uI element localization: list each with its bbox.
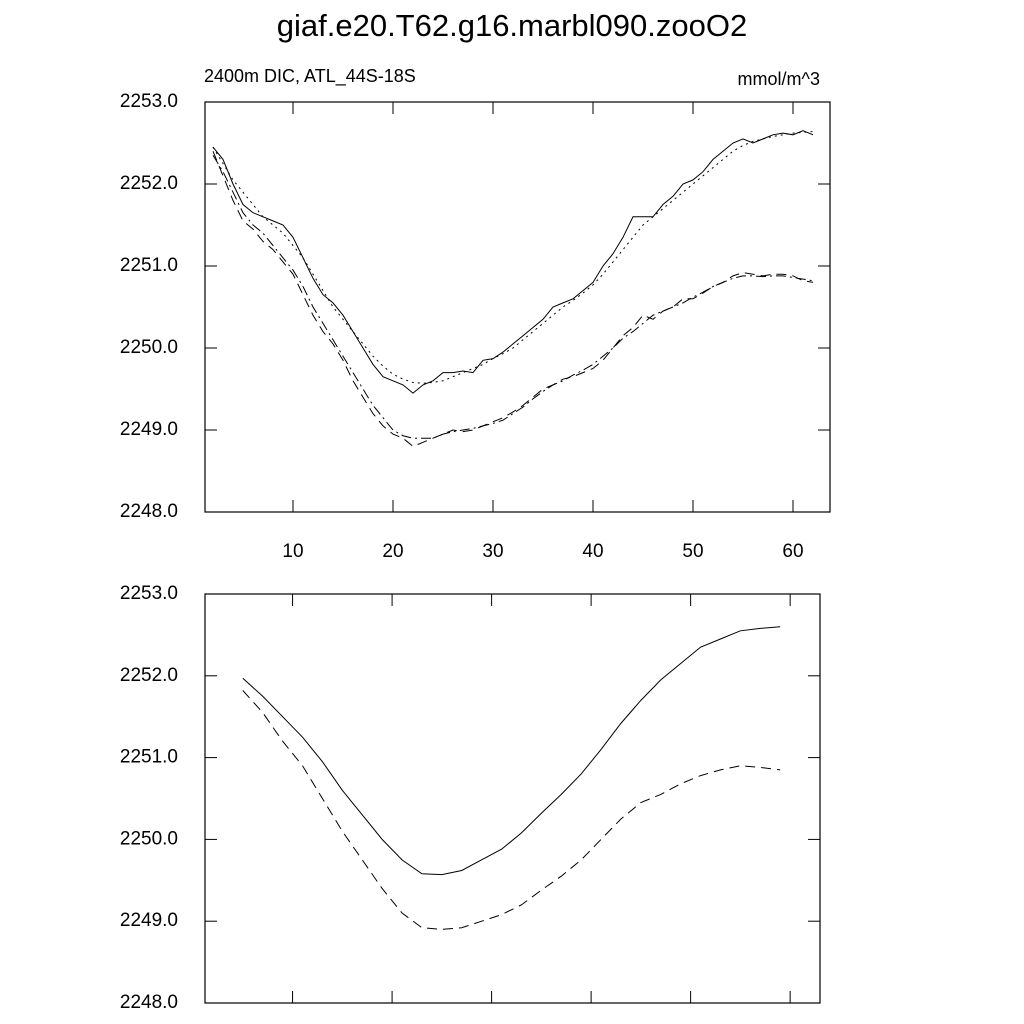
x-tick-label: 50 <box>682 541 703 562</box>
data-line <box>212 151 814 447</box>
data-line <box>212 131 814 384</box>
data-line <box>212 130 814 394</box>
chart-title: giaf.e20.T62.g16.marbl090.zooO2 <box>277 8 747 43</box>
plot-frame <box>204 593 821 1004</box>
y-tick-label: 2252.0 <box>120 173 178 194</box>
y-tick-label: 2253.0 <box>120 583 178 604</box>
y-tick-label: 2251.0 <box>120 255 178 276</box>
right-subtitle: mmol/m^3 <box>738 69 820 89</box>
x-tick-label: 30 <box>482 541 503 562</box>
data-line <box>212 155 814 439</box>
y-tick-label: 2249.0 <box>120 910 178 931</box>
y-tick-label: 2253.0 <box>120 91 178 112</box>
x-tick-label: 40 <box>582 541 603 562</box>
y-tick-label: 2248.0 <box>120 992 178 1013</box>
plot-frame <box>204 101 831 513</box>
y-tick-label: 2250.0 <box>120 337 178 358</box>
y-tick-label: 2250.0 <box>120 828 178 849</box>
data-line <box>242 626 781 876</box>
y-tick-label: 2248.0 <box>120 501 178 522</box>
y-tick-label: 2251.0 <box>120 747 178 768</box>
left-subtitle: 2400m DIC, ATL_44S-18S <box>204 66 416 87</box>
data-line <box>242 690 781 930</box>
x-tick-label: 60 <box>782 541 803 562</box>
y-tick-label: 2252.0 <box>120 665 178 686</box>
x-tick-label: 20 <box>382 541 403 562</box>
x-tick-label: 10 <box>282 541 303 562</box>
y-tick-label: 2249.0 <box>120 419 178 440</box>
